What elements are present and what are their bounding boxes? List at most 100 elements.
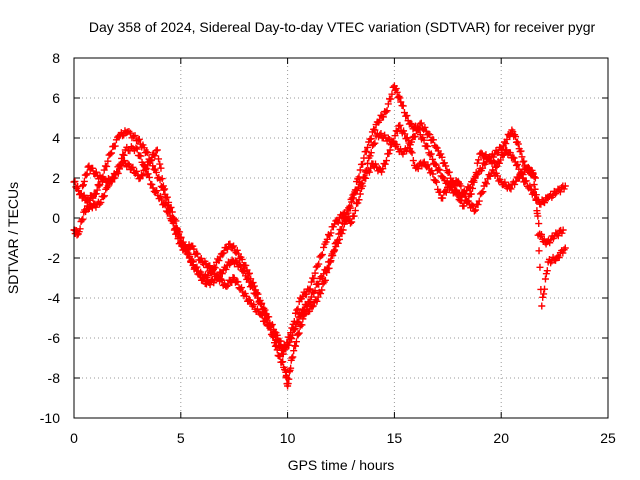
data-point: [518, 153, 526, 161]
data-point: [246, 296, 254, 304]
data-point: [153, 187, 161, 195]
data-point: [388, 90, 396, 98]
data-point: [448, 178, 456, 186]
data-point: [290, 317, 298, 325]
data-point: [536, 263, 544, 271]
data-point: [327, 229, 335, 237]
data-point: [303, 290, 311, 298]
data-point: [274, 336, 282, 344]
data-point: [80, 191, 88, 199]
data-point: [208, 267, 216, 275]
data-point: [244, 270, 252, 278]
data-point: [79, 192, 87, 200]
data-point: [124, 160, 132, 168]
data-point: [506, 184, 514, 192]
data-point: [475, 197, 483, 205]
data-point: [561, 244, 569, 252]
data-point: [223, 245, 231, 253]
axis-ticks: 0 5 10 15 20 25 -10 -8 -6 -4 -2 0 2 4 6 8: [40, 50, 616, 446]
data-point: [92, 168, 100, 176]
data-point: [411, 133, 419, 141]
data-point: [438, 173, 446, 181]
data-point: [213, 272, 221, 280]
data-point: [429, 170, 437, 178]
data-point: [437, 150, 445, 158]
data-point: [329, 252, 337, 260]
data-point: [118, 162, 126, 170]
data-point: [471, 174, 479, 182]
data-point: [247, 275, 255, 283]
data-point: [542, 270, 550, 278]
data-point: [492, 163, 500, 171]
data-point: [467, 190, 475, 198]
data-point: [158, 175, 166, 183]
data-point: [157, 164, 165, 172]
data-point: [311, 269, 319, 277]
data-point: [279, 358, 287, 366]
data-point: [541, 285, 549, 293]
data-point: [546, 239, 554, 247]
data-point: [254, 290, 262, 298]
data-point: [479, 164, 487, 172]
data-point: [370, 125, 378, 133]
data-point: [161, 185, 169, 193]
data-point: [424, 161, 432, 169]
data-point: [135, 135, 143, 143]
data-point: [371, 139, 379, 147]
data-point: [321, 276, 329, 284]
plot-frame: [73, 57, 609, 419]
data-point: [429, 155, 437, 163]
data-point: [149, 162, 157, 170]
data-point: [292, 309, 300, 317]
data-point: [472, 206, 480, 214]
data-point: [288, 354, 296, 362]
data-point: [538, 302, 546, 310]
data-point: [445, 168, 453, 176]
data-point: [512, 161, 520, 169]
series-3: [79, 119, 569, 358]
data-point: [119, 132, 127, 140]
data-point: [307, 293, 315, 301]
data-point: [234, 278, 242, 286]
data-point: [442, 188, 450, 196]
data-point: [534, 231, 542, 239]
data-point: [228, 243, 236, 251]
data-point: [364, 159, 372, 167]
data-point: [376, 116, 384, 124]
data-point: [190, 245, 198, 253]
data-point: [151, 152, 159, 160]
data-point: [317, 290, 325, 298]
data-point: [206, 281, 214, 289]
data-point: [433, 178, 441, 186]
data-point: [530, 173, 538, 181]
data-point: [432, 143, 440, 151]
data-point: [359, 160, 367, 168]
data-point: [189, 258, 197, 266]
data-point: [426, 151, 434, 159]
data-point: [100, 166, 108, 174]
data-point: [92, 190, 100, 198]
x-tick-label: 15: [387, 430, 403, 446]
data-point: [156, 192, 164, 200]
data-point: [176, 239, 184, 247]
data-point: [420, 136, 428, 144]
data-point: [293, 306, 301, 314]
data-point: [334, 218, 342, 226]
data-point: [399, 102, 407, 110]
data-point: [359, 182, 367, 190]
data-point: [539, 293, 547, 301]
data-point: [215, 257, 223, 265]
data-point: [384, 100, 392, 108]
data-point: [320, 243, 328, 251]
data-point: [408, 149, 416, 157]
data-point: [364, 143, 372, 151]
data-point: [172, 230, 180, 238]
x-tick-label: 0: [70, 430, 78, 446]
data-point: [253, 289, 261, 297]
data-point: [503, 135, 511, 143]
data-point: [393, 88, 401, 96]
data-point: [152, 147, 160, 155]
x-axis-label: GPS time / hours: [288, 457, 395, 473]
data-point: [318, 286, 326, 294]
data-point: [561, 182, 569, 190]
